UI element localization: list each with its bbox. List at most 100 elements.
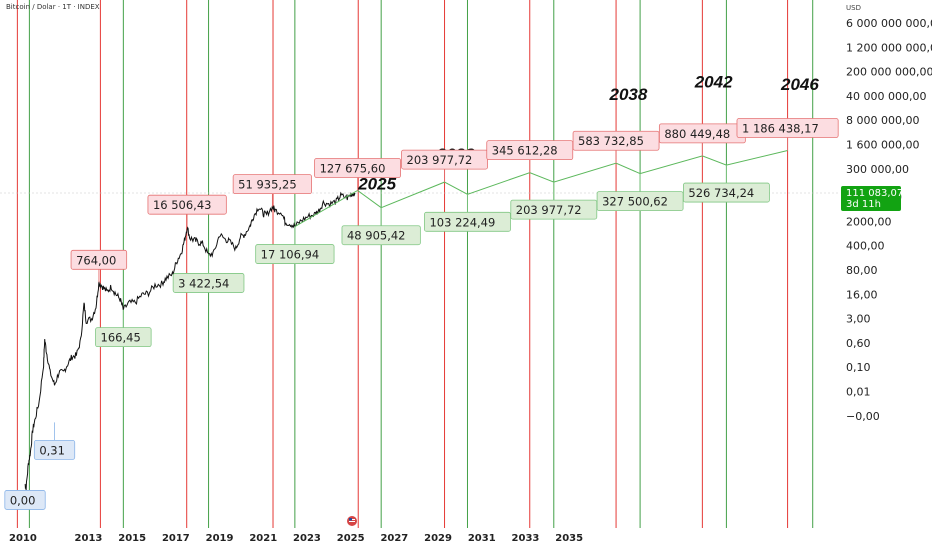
label-value: 327 500,62 [602,195,668,209]
low-label: 526 734,24 [683,165,770,203]
year-annotation: 2042 [694,72,733,91]
low-label: 48 905,42 [341,207,421,246]
x-tick-label: 2027 [380,533,408,544]
x-tick-label: 2023 [293,533,321,544]
x-tick-label: 2033 [512,533,540,544]
label-value: 166,45 [101,331,141,345]
label-value: 0,00 [10,493,36,507]
label-value: 17 106,94 [261,248,320,262]
y-tick-label: −0,00 [846,410,880,423]
price-series [24,191,356,491]
low-label: 0,31 [33,422,76,460]
high-label: 51 935,25 [232,174,312,207]
high-label: 203 977,72 [401,149,488,183]
y-tick-label: 200 000 000,00 [846,66,932,79]
x-tick-label: 2035 [555,533,583,544]
current-price-tag: 111 083,07 3d 11h [841,186,903,211]
label-box [147,194,227,215]
y-tick-label: 8 000 000,00 [846,114,919,127]
label-value: 203 977,72 [516,203,582,217]
projection-line [294,150,788,228]
label-box [486,140,574,161]
flag-icon[interactable] [347,516,357,526]
label-value: 583 732,85 [578,134,644,148]
x-tick-label: 2031 [468,533,496,544]
current-price-value: 111 083,07 [846,188,903,199]
current-price-countdown: 3d 11h [846,199,881,210]
projection-series [294,150,788,228]
price-line [24,191,356,491]
low-label: 203 977,72 [510,182,598,220]
label-box [255,244,335,264]
y-axis: 6 000 000 000,00 1 200 000 000,00 200 000 … [846,17,932,423]
y-tick-label: 1 200 000 000,00 [846,41,932,54]
year-annotation: 2025 [357,175,396,194]
label-box [424,211,511,232]
low-labels: 0,00 0,31 166,45 3 422,54 17 106,94 48 905,42… [4,165,770,510]
year-annotation: 2046 [780,75,819,94]
y-tick-label: 400,00 [846,240,885,253]
low-label: 327 500,62 [596,173,684,212]
y-tick-label: 16,00 [846,288,878,301]
label-box [4,490,46,510]
high-label: 127 675,60 [314,158,401,191]
low-label: 103 224,49 [424,194,511,232]
label-value: 880 449,48 [664,127,730,141]
y-tick-label: 80,00 [846,264,878,277]
label-value: 127 675,60 [320,162,386,176]
label-box [70,249,128,270]
label-box [232,174,312,195]
label-value: 0,31 [39,443,65,457]
x-tick-label: 2025 [337,533,365,544]
y-tick-label: 300 000,00 [846,163,909,176]
y-tick-label: 0,01 [846,386,871,399]
high-label: 880 449,48 [658,123,746,156]
label-value: 103 224,49 [429,215,495,229]
high-label: 16 506,43 [147,194,227,228]
label-box [95,327,152,348]
label-value: 764,00 [76,253,116,267]
high-label: 345 612,28 [486,140,574,173]
x-tick-label: 2021 [249,533,277,544]
low-label: 17 106,94 [255,226,335,264]
y-tick-label: 0,60 [846,337,871,350]
cycle-lines [16,0,814,528]
x-tick-label: 2013 [75,533,103,544]
label-box [683,182,770,203]
low-label: 0,00 [4,490,46,510]
label-box [596,191,684,212]
label-value: 1 186 438,17 [742,122,819,136]
x-tick-label: 2019 [206,533,234,544]
high-labels: 764,00 16 506,43 51 935,25 127 675,60 203 97… [70,118,839,283]
label-box [341,225,421,246]
x-tick-label: 2029 [424,533,452,544]
low-label: 166,45 [95,309,152,348]
label-value: 526 734,24 [688,186,754,200]
x-axis: 2010 2013 2015 2017 2019 2021 2023 2025 2027 2029… [9,533,583,544]
high-label: 1 186 438,17 [736,118,839,151]
low-label: 3 422,54 [172,255,245,293]
label-box [33,439,76,460]
y-tick-label: 3,00 [846,313,871,326]
label-box [736,118,839,138]
y-tick-label: 2000,00 [846,215,892,228]
y-tick-label: 1 600 000,00 [846,139,919,152]
x-tick-label: 2015 [118,533,146,544]
y-tick-label: 40 000 000,00 [846,90,926,103]
high-label: 583 732,85 [572,130,660,164]
year-annotation: 2038 [609,85,648,104]
label-value: 51 935,25 [238,178,297,192]
symbol-title: Bitcoin / Dolar · 1T · INDEX [6,3,100,11]
high-label: 764,00 [70,249,128,283]
label-box [314,158,401,178]
label-value: 345 612,28 [492,144,558,158]
label-value: 3 422,54 [178,276,229,290]
label-box [172,273,245,293]
y-tick-label: 0,10 [846,361,871,374]
label-box [510,199,598,220]
x-tick-label: 2010 [9,533,37,544]
label-value: 16 506,43 [153,198,212,212]
currency-label: USD [846,4,861,12]
x-tick-label: 2017 [162,533,190,544]
